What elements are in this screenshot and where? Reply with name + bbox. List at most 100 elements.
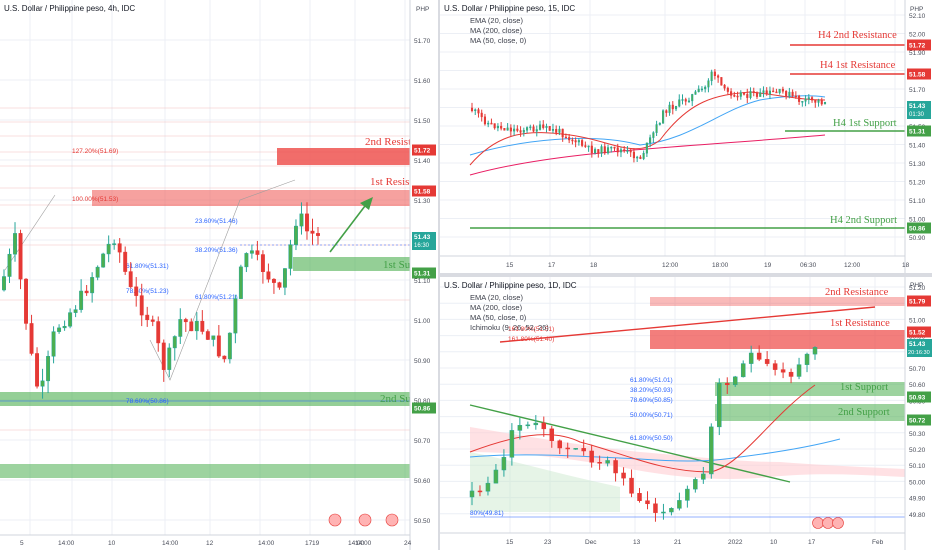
- event-icon[interactable]: [358, 513, 372, 527]
- chart-4h-canvas[interactable]: 127.20%(51.69) 100.00%(51.53) 23.60%(51.46…: [0, 0, 438, 550]
- candle: [477, 490, 483, 493]
- x-tick-label: 24: [404, 540, 412, 547]
- zone-label: 2nd Resistance: [825, 287, 889, 298]
- candle: [768, 90, 771, 95]
- event-icon[interactable]: [812, 517, 824, 529]
- indicator-legend: EMA (20, close) MA (200, close) MA (50, …: [470, 293, 549, 333]
- event-icon[interactable]: [822, 517, 834, 529]
- last-price: 51.43: [414, 234, 431, 241]
- event-icon[interactable]: [328, 513, 342, 527]
- candle: [785, 90, 788, 96]
- resistance-zone-1: [92, 190, 410, 206]
- candle: [57, 327, 62, 332]
- fib-label: 127.20%(51.69): [72, 148, 118, 155]
- x-tick-label: 14:00: [162, 540, 179, 547]
- candle: [545, 126, 548, 128]
- candle: [522, 130, 525, 133]
- event-icon[interactable]: [385, 513, 399, 527]
- candle: [619, 149, 623, 153]
- price-tag-label: 51.72: [414, 148, 431, 155]
- candle: [470, 107, 474, 111]
- chart-1d-canvas[interactable]: 2nd Resistance 1st Resistance 1st Support 2…: [440, 277, 932, 550]
- fib-label: 61.80%(51.31): [126, 263, 169, 270]
- price-tag-res2: [907, 295, 931, 307]
- candle: [597, 462, 602, 464]
- legend-item: MA (50, close, 0): [470, 36, 527, 45]
- candle: [668, 104, 671, 113]
- candle: [101, 253, 106, 268]
- candle: [483, 116, 487, 125]
- chart-panel-1d[interactable]: 2nd Resistance 1st Resistance 1st Support 2…: [440, 277, 932, 550]
- candle: [40, 380, 45, 387]
- candle: [123, 251, 128, 272]
- candle: [610, 146, 613, 149]
- currency-label: PHP: [416, 6, 429, 13]
- countdown: 20:16:30: [908, 350, 930, 356]
- candle: [500, 125, 503, 129]
- panel-divider[interactable]: [440, 273, 932, 277]
- candle: [736, 95, 739, 98]
- candle: [558, 128, 561, 133]
- candle: [282, 268, 287, 288]
- candle: [662, 110, 665, 124]
- candle: [222, 355, 227, 360]
- price-tag-sup1: [907, 391, 931, 403]
- candle: [637, 493, 642, 501]
- chart-panel-4h[interactable]: 127.20%(51.69) 100.00%(51.53) 23.60%(51.46…: [0, 0, 438, 550]
- chart-15m-canvas[interactable]: H4 2nd Resistance H4 1st Resistance H4 1st…: [440, 0, 932, 273]
- y-tick-label: 51.10: [414, 278, 431, 285]
- candle: [538, 124, 542, 130]
- event-icon[interactable]: [832, 517, 844, 529]
- x-tick-label: 21: [674, 539, 682, 546]
- price-tag-sup2: [907, 414, 931, 426]
- y-tick-label: 51.50: [414, 118, 431, 125]
- candle: [684, 99, 687, 102]
- y-tick-label: 51.60: [414, 78, 431, 85]
- x-tick-label: 2022: [728, 539, 743, 546]
- candle: [501, 457, 507, 471]
- candle: [632, 151, 635, 159]
- candle: [704, 86, 707, 90]
- candle: [720, 77, 723, 86]
- ichimoku-cloud: [470, 427, 905, 479]
- y-tick-label: 51.10: [909, 198, 926, 205]
- fib-label: 78.60%(51.23): [126, 288, 169, 295]
- fib-label: 23.60%(51.46): [195, 218, 238, 225]
- y-tick-label: 50.00: [909, 479, 926, 486]
- candle: [310, 230, 315, 234]
- candle: [674, 105, 678, 110]
- x-tick-label: 14:00: [348, 540, 365, 547]
- x-tick-label: Dec: [585, 539, 597, 546]
- candle: [150, 319, 155, 322]
- x-tick-label: 12:00: [662, 262, 679, 269]
- candle: [216, 335, 221, 357]
- candle: [2, 276, 6, 291]
- chart-panel-15m[interactable]: H4 2nd Resistance H4 1st Resistance H4 1st…: [440, 0, 932, 273]
- candle: [156, 321, 161, 344]
- candle: [532, 126, 535, 132]
- candle: [759, 92, 762, 97]
- candle: [249, 250, 254, 254]
- x-tick-label: 14:00: [355, 540, 372, 547]
- candle: [693, 479, 698, 490]
- x-tick-label: 19: [312, 540, 320, 547]
- candle: [730, 91, 733, 96]
- support-zone-extra: [0, 464, 410, 478]
- price-axis[interactable]: [905, 277, 932, 550]
- x-tick-label: 06:30: [800, 262, 817, 269]
- candle: [167, 347, 172, 370]
- candle: [194, 320, 199, 332]
- candle: [139, 295, 144, 316]
- price-tag-label: 51.58: [414, 189, 431, 196]
- countdown: 01:30: [909, 112, 925, 118]
- candle: [707, 80, 710, 88]
- resistance-zone-2: [650, 297, 905, 306]
- panel-divider[interactable]: [438, 0, 440, 550]
- candle: [772, 90, 775, 93]
- candle: [613, 460, 618, 474]
- candle: [677, 500, 682, 509]
- legend-item: MA (200, close): [470, 303, 523, 312]
- candle: [200, 320, 205, 332]
- chart-title: U.S. Dollar / Philippine peso, 4h, IDC: [4, 4, 136, 13]
- candle: [112, 243, 117, 245]
